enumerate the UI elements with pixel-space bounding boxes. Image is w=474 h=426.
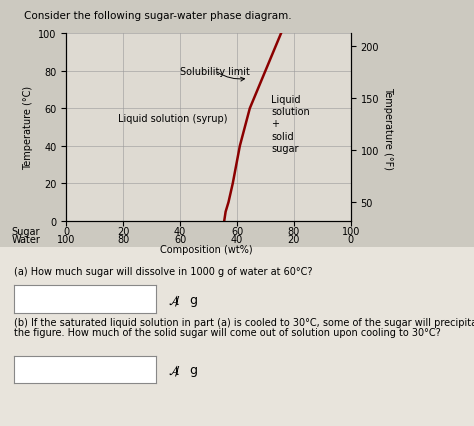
Y-axis label: Temperature (°F): Temperature (°F) [383, 86, 393, 169]
Text: Liquid solution (syrup): Liquid solution (syrup) [118, 113, 227, 124]
Text: Composition (wt%): Composition (wt%) [160, 244, 253, 254]
Text: (b) If the saturated liquid solution in part (a) is cooled to 30°C, some of the : (b) If the saturated liquid solution in … [14, 317, 474, 327]
Text: g: g [190, 363, 198, 376]
Text: 60: 60 [174, 235, 186, 245]
Text: 0: 0 [64, 226, 69, 236]
Text: 20: 20 [117, 226, 129, 236]
Text: Consider the following sugar-water phase diagram.: Consider the following sugar-water phase… [24, 11, 292, 20]
Text: 80: 80 [117, 235, 129, 245]
Text: 20: 20 [288, 235, 300, 245]
Text: $\mathcal{A}\!\!/$: $\mathcal{A}\!\!/$ [168, 292, 181, 308]
Text: 0: 0 [348, 235, 354, 245]
Text: 100: 100 [57, 235, 75, 245]
Y-axis label: Temperature (°C): Temperature (°C) [23, 86, 33, 170]
Text: g: g [190, 294, 198, 306]
Text: Solubility limit: Solubility limit [180, 66, 250, 82]
Text: the figure. How much of the solid sugar will come out of solution upon cooling t: the figure. How much of the solid sugar … [14, 327, 441, 337]
Text: 100: 100 [342, 226, 360, 236]
Text: Water: Water [11, 235, 40, 245]
Text: 60: 60 [231, 226, 243, 236]
Text: Liquid
solution
+
solid
sugar: Liquid solution + solid sugar [271, 94, 310, 154]
Text: Sugar: Sugar [12, 226, 40, 236]
Text: 80: 80 [288, 226, 300, 236]
Text: (a) How much sugar will dissolve in 1000 g of water at 60°C?: (a) How much sugar will dissolve in 1000… [14, 266, 313, 276]
Text: 40: 40 [174, 226, 186, 236]
Text: $\mathcal{A}\!\!/$: $\mathcal{A}\!\!/$ [168, 362, 181, 377]
Text: 40: 40 [231, 235, 243, 245]
